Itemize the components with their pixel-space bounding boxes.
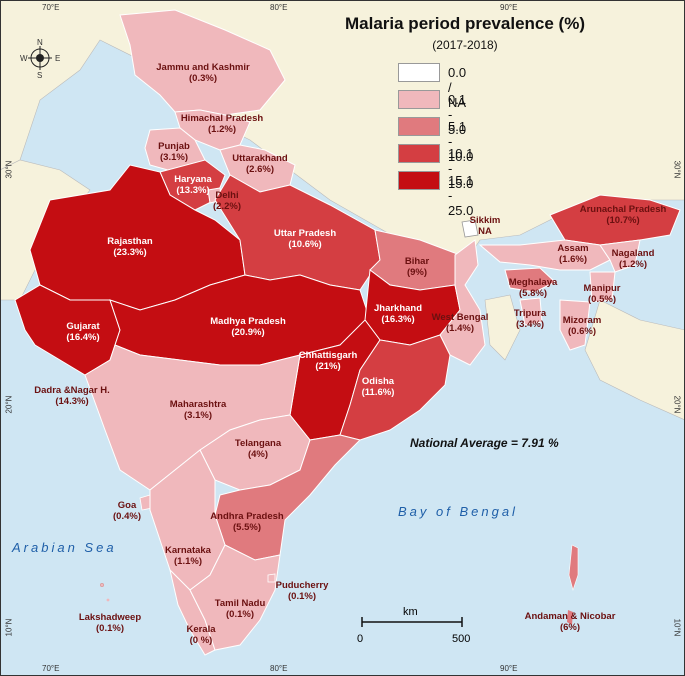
state-assam [478,239,611,271]
state-tripura [519,297,543,326]
state-label: Sikkim NA [469,215,501,237]
state-label: Haryana (13.3%) [174,174,212,196]
grid-right-10: 10°N [672,618,682,637]
grid-left-10: 10°N [4,618,14,637]
legend-swatch [398,117,440,136]
state-label: Dadra &Nagar H. (14.3%) [34,385,110,407]
state-lakshadweep [99,582,105,588]
state-label: West Bengal (1.4%) [431,312,489,334]
map-subtitle: (2017-2018) [432,38,498,52]
grid-top-90: 90°E [500,3,518,12]
state-west-bengal [439,239,486,366]
national-average: National Average = 7.91 % [410,436,559,450]
legend-label: 15.1 - 25.0 [448,173,474,218]
legend-label: 5.1 - 10.0 [448,119,474,164]
state-manipur [589,271,616,303]
state-label: Mizoram (0.6%) [562,315,602,337]
state-label: Manipur (0.5%) [583,283,621,305]
state-mizoram [559,299,591,351]
state-label: Jharkhand (16.3%) [373,303,423,325]
state-label: Tripura (3.4%) [513,308,547,330]
scale-unit: km [403,606,418,618]
state-label: Madhya Pradesh (20.9%) [210,316,286,338]
grid-right-20: 20°N [672,395,682,414]
grid-bottom-70: 70°E [42,664,60,673]
sea-label-arabian: Arabian Sea [12,540,117,555]
state-label: Himachal Pradesh (1.2%) [180,113,264,135]
state-label: Goa (0.4%) [113,500,141,522]
sea-label-bengal: Bay of Bengal [398,504,518,519]
state-label: Punjab (3.1%) [158,141,190,163]
neighbour-land-east [584,299,685,421]
island-dot [106,598,110,602]
state-label: Andhra Pradesh (5.5%) [210,511,284,533]
state-label: Nagaland (1.2%) [611,248,655,270]
state-label: Karnataka (1.1%) [165,545,211,567]
state-label: Uttarakhand (2.6%) [232,153,288,175]
state-label: Telangana (4%) [234,438,282,460]
legend-label: 0.0 / NA [448,65,467,110]
state-label: Andaman & Nicobar (6%) [524,611,616,633]
state-label: Odisha (11.6%) [361,376,395,398]
grid-bottom-90: 90°E [500,664,518,673]
state-label: Bihar (9%) [404,256,430,278]
state-odisha [339,334,451,441]
compass-s: S [37,71,43,80]
state-label: Rajasthan (23.3%) [107,236,153,258]
scale-start: 0 [357,633,364,645]
state-label: Maharashtra (3.1%) [169,399,227,421]
state-label: Puducherry (0.1%) [275,580,329,602]
legend-swatch [398,171,440,190]
state-label: Jammu and Kashmir (0.3%) [156,62,250,84]
legend-swatch [398,90,440,109]
grid-left-20: 20°N [4,395,14,414]
scale-bar [361,617,463,627]
state-label: Uttar Pradesh (10.6%) [273,228,337,250]
grid-top-70: 70°E [42,3,60,12]
state-puducherry [267,573,276,583]
state-label: Kerala (0 %) [186,624,216,646]
state-nagaland [599,239,641,273]
legend-label: 0.1 - 5.0 [448,92,467,137]
state-label: Lakshadweep (0.1%) [78,612,142,634]
legend-label: 10.1 - 15.0 [448,146,474,191]
state-maharashtra [84,344,301,491]
compass-e: E [55,54,61,63]
grid-left-30: 30°N [4,160,14,179]
state-label: Chhattisgarh (21%) [298,350,358,372]
state-label: Assam (1.6%) [557,243,589,265]
state-meghalaya [504,267,556,293]
state-label: Delhi (2.2%) [213,190,241,212]
legend-swatch [398,63,440,82]
state-label: Meghalaya (5.8%) [508,277,558,299]
scale-end: 500 [452,633,471,645]
state-tamil-nadu [189,544,281,651]
island-nicobar [567,610,573,625]
state-label: Arunachal Pradesh (10.7%) [579,204,667,226]
compass-rose-icon [28,46,52,70]
grid-top-80: 80°E [270,3,288,12]
state-label: Gujarat (16.4%) [66,321,100,343]
bangladesh-land [484,294,521,361]
state-andaman [568,544,579,592]
grid-bottom-80: 80°E [270,664,288,673]
legend-swatch [398,144,440,163]
map-title: Malaria period prevalence (%) [345,14,585,33]
state-sikkim [461,219,479,238]
state-label: Tamil Nadu (0.1%) [214,598,266,620]
compass-n: N [37,38,43,47]
compass-w: W [20,54,28,63]
grid-right-30: 30°N [672,160,682,179]
